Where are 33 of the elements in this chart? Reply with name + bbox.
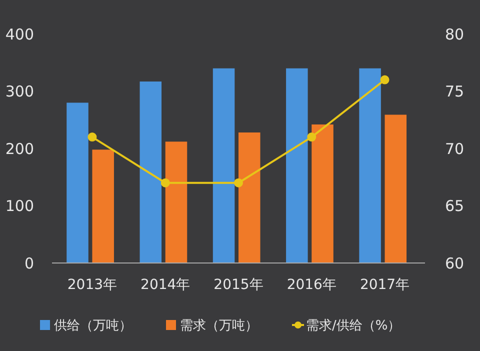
x-tick-label: 2016年 <box>286 277 336 293</box>
bar <box>212 68 235 263</box>
y2-tick-label: 65 <box>445 197 464 215</box>
point <box>160 178 170 188</box>
legend-label: 供给（万吨） <box>54 318 132 334</box>
bar <box>238 132 260 263</box>
y2-tick-label: 70 <box>445 140 464 158</box>
point <box>88 132 97 142</box>
y2-tick-label: 75 <box>445 82 464 100</box>
legend-label: 需求/供给（%） <box>306 318 401 334</box>
bar <box>384 114 407 263</box>
bar <box>92 150 114 263</box>
x-tick-label: 2013年 <box>67 277 118 293</box>
y-tick-label: 400 <box>5 25 34 44</box>
point <box>380 75 390 84</box>
point <box>234 178 243 188</box>
y-tick-label: 100 <box>5 197 34 215</box>
y-tick-label: 0 <box>24 254 34 272</box>
y2-tick-label: 80 <box>445 25 464 44</box>
bar <box>140 82 162 263</box>
bar <box>66 102 88 263</box>
bar <box>286 68 308 263</box>
x-tick-label: 2017年 <box>360 277 410 293</box>
point <box>307 132 316 142</box>
x-tick-label: 2014年 <box>140 277 190 293</box>
y2-tick-label: 60 <box>445 254 464 272</box>
bar <box>165 142 188 263</box>
bar <box>359 68 381 263</box>
bar <box>312 124 334 263</box>
x-tick-label: 2015年 <box>214 277 264 293</box>
y-tick-label: 200 <box>5 140 34 158</box>
y-tick-label: 300 <box>5 82 34 100</box>
legend-label: 需求（万吨） <box>180 318 258 334</box>
